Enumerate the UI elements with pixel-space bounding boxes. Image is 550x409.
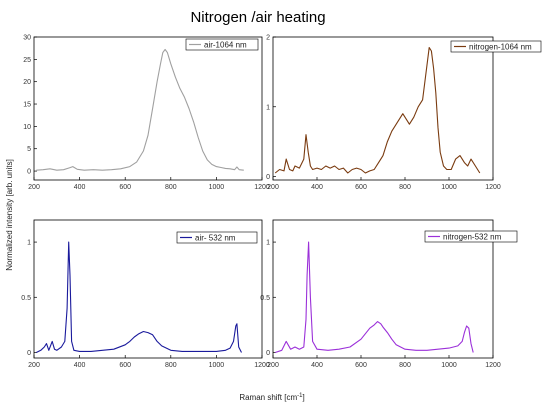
x-tick-label: 800 <box>399 184 411 191</box>
y-tick-label: 10 <box>23 124 31 131</box>
plot-frame <box>272 219 494 359</box>
x-tick-label: 600 <box>355 184 367 191</box>
x-tick-label: 800 <box>165 184 177 191</box>
y-tick-label: 0 <box>27 350 31 357</box>
x-tick-label: 200 <box>267 184 279 191</box>
y-tick-label: 20 <box>23 79 31 86</box>
legend: nitrogen-532 nm <box>424 230 518 243</box>
y-tick-label: 5 <box>27 146 31 153</box>
legend-box <box>176 231 258 244</box>
x-tick-label: 200 <box>28 184 40 191</box>
x-tick-label: 1000 <box>441 362 457 369</box>
chart-panels: 200 400 600 800 1000 1200051015202530air-1064… <box>21 35 542 369</box>
y-tick-label: 1 <box>27 240 31 247</box>
x-tick-label: 1200 <box>485 184 501 191</box>
x-tick-label: 800 <box>399 362 411 369</box>
plot-frame <box>272 36 494 181</box>
y-tick-label: 2 <box>266 35 270 42</box>
chart-panel-top-right: 200 400 600 800 1000 1200 0 1 2 nitrogen-1064 nm <box>266 35 542 191</box>
x-tick-label: 200 <box>28 362 40 369</box>
y-tick-label: 0 <box>266 350 270 357</box>
legend-label: nitrogen-532 nm <box>443 233 502 242</box>
chart-panel-bottom-left: 200 400 600 800 1000 1200 0 0.5 1 air- 532 nm <box>21 219 270 369</box>
plot-frame <box>33 36 263 181</box>
x-tick-label: 800 <box>165 362 177 369</box>
x-tick-label: 1200 <box>254 184 270 191</box>
series-line-air-1064-nm <box>36 48 244 171</box>
y-tick-label: 0 <box>266 174 270 181</box>
legend: nitrogen-1064 nm <box>450 40 542 53</box>
legend-label: air-1064 nm <box>204 41 247 50</box>
series-line-nitrogen-532-nm <box>275 241 474 354</box>
series-line-air-532-nm <box>36 241 242 353</box>
y-tick-label: 0.5 <box>21 295 31 302</box>
legend: air- 532 nm <box>176 231 258 244</box>
x-tick-label: 600 <box>119 184 131 191</box>
y-axis-label: Normalized intensity [arb. units] <box>5 159 14 271</box>
y-tick-label: 30 <box>23 35 31 42</box>
x-tick-label: 400 <box>311 362 323 369</box>
legend: air-1064 nm <box>185 38 259 51</box>
legend-label: nitrogen-1064 nm <box>469 43 532 52</box>
x-tick-label: 600 <box>355 362 367 369</box>
figure-title: Nitrogen /air heating <box>190 9 325 26</box>
chart-panel-bottom-right: 200 400 600 800 1000 1200 0 0.5 1 nitrogen-532 nm <box>260 219 518 369</box>
series-line-nitrogen-1064-nm <box>274 46 481 174</box>
y-tick-label: 25 <box>23 57 31 64</box>
x-tick-label: 400 <box>74 362 86 369</box>
x-tick-label: 1000 <box>209 184 225 191</box>
x-axis-label: Raman shift [cm-1] <box>239 393 304 402</box>
legend-box <box>185 38 259 51</box>
y-tick-label: 0 <box>27 169 31 176</box>
x-tick-label: 600 <box>119 362 131 369</box>
x-tick-label: 1200 <box>254 362 270 369</box>
legend-box <box>450 40 542 53</box>
legend-label: air- 532 nm <box>195 234 236 243</box>
plot-frame <box>33 219 263 359</box>
x-tick-label: 400 <box>74 184 86 191</box>
x-tick-label: 1200 <box>485 362 501 369</box>
x-tick-label: 200 <box>267 362 279 369</box>
y-tick-label: 15 <box>23 102 31 109</box>
x-tick-label: 400 <box>311 184 323 191</box>
y-tick-label: 0.5 <box>260 295 270 302</box>
legend-box <box>424 230 518 243</box>
y-tick-label: 1 <box>266 104 270 111</box>
x-tick-label: 1000 <box>441 184 457 191</box>
y-tick-label: 1 <box>266 240 270 247</box>
x-tick-label: 1000 <box>209 362 225 369</box>
chart-panel-top-left: 200 400 600 800 1000 1200051015202530air-1064… <box>23 35 270 192</box>
